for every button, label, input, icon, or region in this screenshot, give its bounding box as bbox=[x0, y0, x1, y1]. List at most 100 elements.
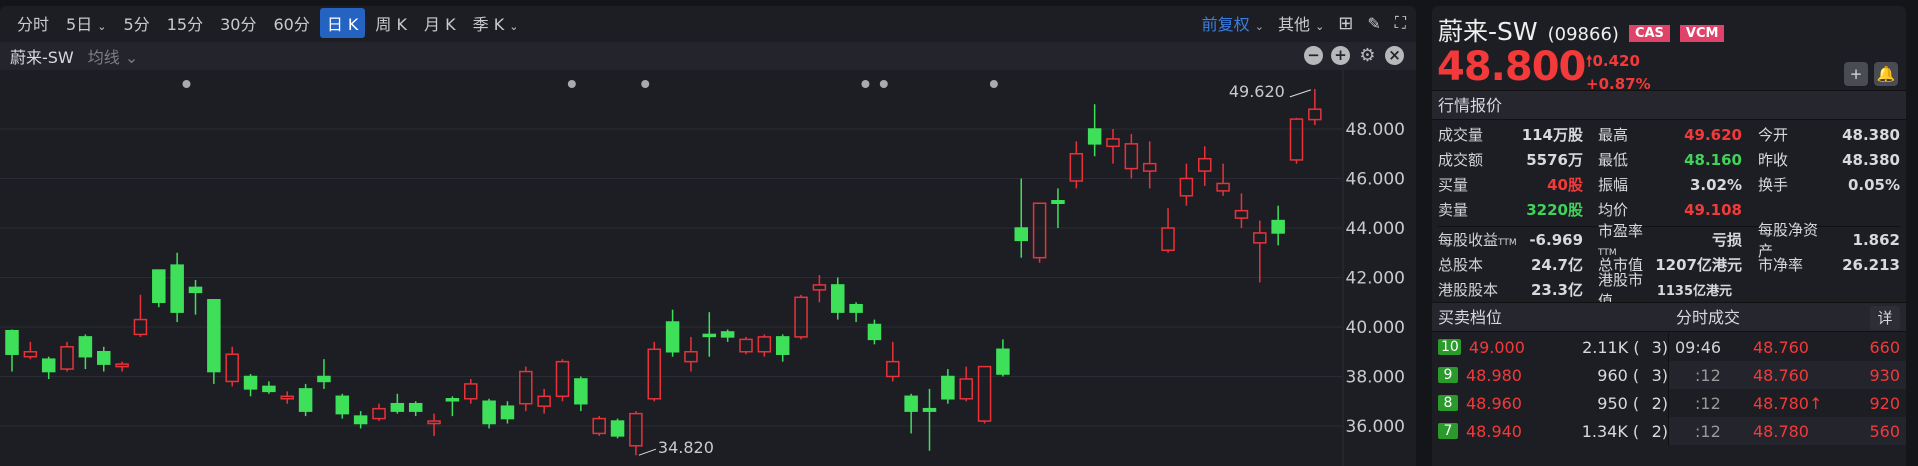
candle-body bbox=[243, 375, 258, 390]
stat-value: 49.108 bbox=[1684, 200, 1742, 219]
candle-body bbox=[720, 331, 735, 338]
fullscreen-icon[interactable]: ⛶ bbox=[1394, 13, 1406, 32]
candle-body bbox=[372, 407, 386, 420]
candle-body bbox=[170, 264, 184, 313]
trade-row: :12 48.760 930 bbox=[1669, 361, 1906, 389]
last-price: 48.800 bbox=[1437, 44, 1586, 90]
zoom-out-icon[interactable]: − bbox=[1304, 46, 1323, 65]
level-badge: 10 bbox=[1438, 339, 1461, 355]
add-watchlist-button[interactable]: + bbox=[1844, 62, 1868, 86]
candle-body bbox=[1142, 162, 1157, 172]
stats-row: 成交额 5576万 最低 48.160 昨收 48.380 bbox=[1438, 147, 1900, 172]
candle-body bbox=[482, 400, 496, 425]
stat-label: 今开 bbox=[1758, 126, 1789, 144]
indicator-dropdown[interactable]: 均线 ⌄ bbox=[87, 48, 139, 67]
trade-time: :12 bbox=[1695, 365, 1721, 385]
y-tick-label: 38.000 bbox=[1346, 368, 1405, 388]
tab-daily-k[interactable]: 日 K bbox=[319, 8, 366, 38]
candle-body bbox=[500, 405, 515, 420]
zoom-in-icon[interactable]: + bbox=[1331, 46, 1350, 65]
fundamentals-row: 港股股本 23.3亿 港股市值 1135亿港元 bbox=[1438, 271, 1900, 310]
fund-value: -6.969 bbox=[1529, 230, 1583, 249]
tab-monthly-k[interactable]: 月 K bbox=[424, 15, 456, 34]
tab-intraday[interactable]: 分时 bbox=[17, 15, 50, 34]
order-book-row: 10 49.000 2.11K (3) bbox=[1432, 333, 1668, 361]
ask-count: 3) bbox=[1651, 365, 1669, 385]
chevron-down-icon: ⌄ bbox=[1254, 20, 1264, 33]
ask-qty: 960 ( bbox=[1597, 365, 1640, 385]
candle-body bbox=[335, 395, 350, 415]
candle-body bbox=[445, 398, 460, 402]
stat-value: 0.05% bbox=[1847, 175, 1900, 194]
candle-body bbox=[5, 329, 19, 355]
fund-label-text: 市盈率 bbox=[1598, 222, 1644, 240]
tab-quarterly-k[interactable]: 季 K ⌄ bbox=[466, 8, 526, 38]
alert-bell-icon[interactable]: 🔔 bbox=[1874, 62, 1898, 86]
stat-value: 5576万 bbox=[1526, 151, 1583, 169]
fund-value: 1135亿港元 bbox=[1656, 284, 1732, 299]
tab-15min[interactable]: 15分 bbox=[166, 15, 204, 34]
trade-price: 48.780↑ bbox=[1753, 393, 1823, 413]
badge-cas: CAS bbox=[1628, 25, 1670, 42]
change-percent: +0.87% bbox=[1586, 75, 1651, 93]
fund-label: 每股收益TTM bbox=[1438, 229, 1518, 250]
fund-label-text: 港股股本 bbox=[1438, 281, 1499, 299]
fundamentals-grid: 每股收益TTM -6.969 市盈率TTM 亏损 每股净资产 1.862 总股本 24.7亿总… bbox=[1438, 221, 1900, 310]
event-marker bbox=[182, 80, 191, 88]
candle-body bbox=[849, 303, 863, 313]
trade-price: 48.760 bbox=[1753, 365, 1809, 385]
ask-price: 48.940 bbox=[1466, 421, 1522, 441]
trade-row: :12 48.780↑ 920 bbox=[1669, 389, 1906, 417]
candle-body bbox=[574, 378, 588, 405]
candle-body bbox=[408, 402, 423, 412]
event-marker bbox=[989, 80, 998, 88]
adjust-label: 前复权 bbox=[1201, 15, 1250, 34]
chart-stock-name: 蔚来-SW bbox=[10, 48, 74, 67]
candlestick-chart[interactable]: 48.000 46.000 44.000 42.000 40.000 38.000 36.0… bbox=[0, 70, 1416, 466]
tab-30min[interactable]: 30分 bbox=[220, 15, 257, 34]
low-arrow bbox=[638, 448, 657, 456]
tab-weekly-k[interactable]: 周 K bbox=[375, 15, 408, 34]
price-change: 🠕0.420 +0.87% bbox=[1586, 50, 1651, 96]
candle-body bbox=[1216, 182, 1230, 192]
stat-label: 最低 bbox=[1598, 151, 1629, 169]
stat-label: 卖量 bbox=[1438, 201, 1469, 219]
y-tick-label: 36.000 bbox=[1346, 417, 1405, 437]
stat-label: 最高 bbox=[1598, 126, 1629, 144]
trade-time: :12 bbox=[1695, 393, 1721, 413]
order-book-header: 买卖档位 bbox=[1432, 302, 1668, 332]
tab-label: 5日 bbox=[66, 15, 93, 34]
candle-body bbox=[647, 348, 661, 400]
stat-value: 3220股 bbox=[1526, 201, 1583, 219]
candle-body bbox=[996, 348, 1010, 375]
brush-icon[interactable]: ✎ bbox=[1367, 13, 1381, 33]
candle-body bbox=[537, 395, 551, 407]
ask-price: 48.980 bbox=[1466, 365, 1522, 385]
tab-5min[interactable]: 5分 bbox=[123, 15, 150, 34]
stats-grid: 成交量 114万股 最高 49.620 今开 48.380 成交额 5576万 最低 48.160… bbox=[1438, 122, 1900, 222]
level-badge: 8 bbox=[1438, 395, 1458, 411]
y-tick-label: 48.000 bbox=[1346, 120, 1405, 140]
candle-body bbox=[152, 269, 166, 303]
tab-5day[interactable]: 5日 ⌄ bbox=[59, 8, 114, 38]
candle-body bbox=[23, 351, 38, 358]
fund-label-text: 市净率 bbox=[1758, 256, 1804, 274]
tab-60min[interactable]: 60分 bbox=[273, 15, 310, 34]
candle-body bbox=[1308, 108, 1322, 121]
layout-grid-icon[interactable]: ⊞ bbox=[1338, 12, 1354, 34]
trades-detail-button[interactable]: 详 bbox=[1870, 306, 1900, 330]
adjust-dropdown[interactable]: 前复权 ⌄ bbox=[1202, 11, 1264, 35]
other-dropdown[interactable]: 其他 ⌄ bbox=[1278, 11, 1324, 35]
fundamentals-row: 每股收益TTM -6.969 市盈率TTM 亏损 每股净资产 1.862 bbox=[1438, 221, 1900, 260]
ttm-label: TTM bbox=[1498, 238, 1517, 248]
stat-value: 48.380 bbox=[1842, 125, 1900, 144]
fund-value: 23.3亿 bbox=[1530, 281, 1583, 299]
fund-label: 总股本 bbox=[1438, 254, 1518, 275]
ask-count: 3) bbox=[1651, 337, 1668, 357]
settings-gear-icon[interactable]: ⚙ bbox=[1359, 45, 1376, 66]
fund-label: 总市值 bbox=[1583, 254, 1655, 275]
candle-body bbox=[977, 365, 992, 422]
close-icon[interactable]: × bbox=[1385, 46, 1404, 65]
order-book-row: 9 48.980 960 (3) bbox=[1432, 361, 1668, 389]
ask-qty: 950 ( bbox=[1597, 393, 1640, 413]
